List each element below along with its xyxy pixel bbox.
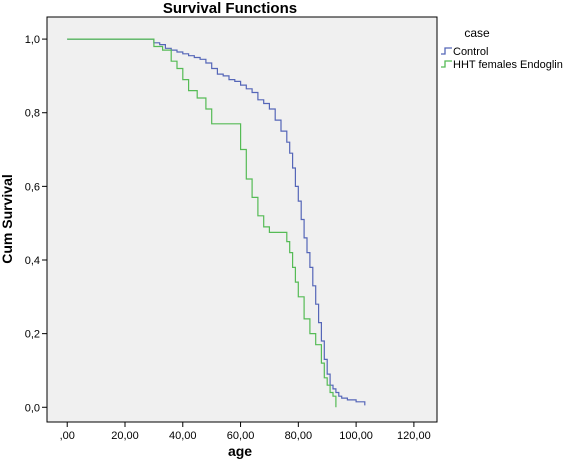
chart-title: Survival Functions — [163, 0, 297, 17]
y-tick-label: 0,4 — [25, 255, 40, 267]
x-tick-label: 20,00 — [111, 430, 139, 442]
x-axis-label: age — [228, 443, 252, 459]
legend-swatch-hht-females-endoglin — [441, 60, 452, 68]
x-tick-label: 60,00 — [227, 430, 255, 442]
series-lines — [67, 38, 366, 408]
y-axis-label: Cum Survival — [0, 174, 15, 263]
y-tick-label: 0,0 — [25, 402, 40, 414]
legend-title: case — [464, 26, 490, 40]
y-tick-label: 1,0 — [25, 34, 40, 46]
x-tick-label: 100,00 — [339, 430, 373, 442]
plot-area — [46, 16, 438, 423]
x-tick-label: 80,00 — [285, 430, 313, 442]
x-axis: ,00 20,00 40,00 60,00 80,00 100,00 120,00 — [60, 422, 431, 442]
x-tick-label: 40,00 — [169, 430, 197, 442]
legend-swatch-control — [441, 47, 452, 55]
series-line-control — [67, 38, 366, 406]
legend-label-control: Control — [453, 46, 488, 58]
x-tick-label: ,00 — [60, 430, 75, 442]
x-tick-label: 120,00 — [397, 430, 431, 442]
y-tick-label: 0,2 — [25, 329, 40, 341]
y-tick-label: 0,6 — [25, 181, 40, 193]
y-axis: 0,0 0,2 0,4 0,6 0,8 1,0 — [25, 34, 47, 414]
y-tick-label: 0,8 — [25, 108, 40, 120]
series-line-hht-females-endoglin — [67, 38, 337, 408]
legend-label-hht-females-endoglin: HHT females Endoglin — [453, 59, 563, 71]
